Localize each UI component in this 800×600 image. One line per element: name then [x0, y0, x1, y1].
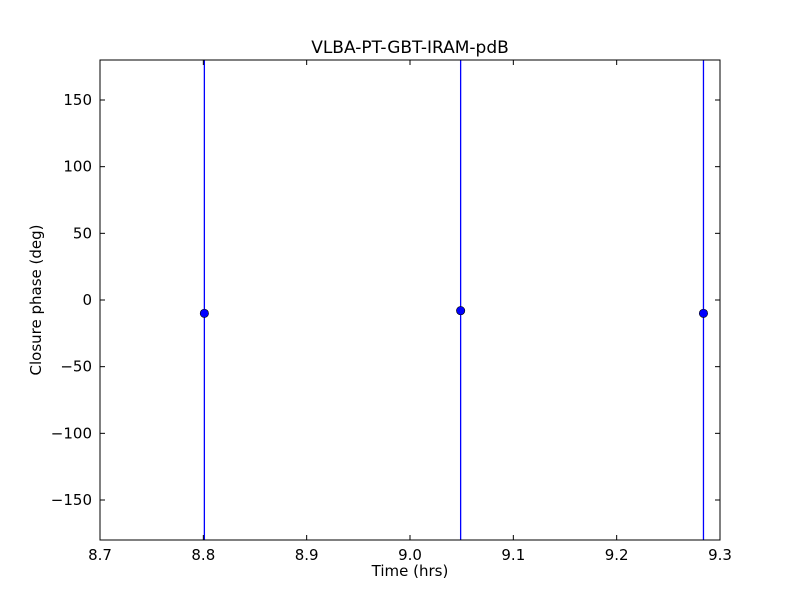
- y-tick-label: −150: [51, 491, 92, 509]
- y-tick-label: 150: [63, 91, 92, 109]
- plot-frame: [99, 59, 721, 541]
- plot-area: [99, 59, 721, 541]
- y-axis-label: Closure phase (deg): [27, 225, 45, 376]
- x-tick-label: 9.0: [398, 546, 422, 564]
- chart-title: VLBA-PT-GBT-IRAM-pdB: [311, 38, 509, 58]
- x-tick-label: 8.7: [88, 546, 112, 564]
- plot-background: [100, 60, 720, 540]
- y-tick-label: 100: [63, 158, 92, 176]
- x-tick-label: 8.8: [191, 546, 215, 564]
- x-tick-label: 9.1: [501, 546, 525, 564]
- x-tick-labels: 8.7 8.8 8.9 9.0 9.1 9.2 9.3: [88, 546, 732, 564]
- data-point: [456, 306, 466, 316]
- x-axis-label: Time (hrs): [371, 562, 449, 580]
- y-tick-label: 50: [73, 224, 92, 242]
- y-tick-label: 0: [82, 291, 92, 309]
- y-tick-label: −50: [60, 358, 92, 376]
- data-point: [199, 308, 209, 318]
- marker-group: [199, 306, 708, 318]
- errorbar-group: [203, 60, 705, 540]
- x-tick-label: 8.9: [295, 546, 319, 564]
- data-point: [698, 308, 708, 318]
- x-tick-label: 9.3: [708, 546, 732, 564]
- y-tick-labels: −150 −100 −50 0 50 100 150: [51, 91, 92, 509]
- x-tick-label: 9.2: [605, 546, 629, 564]
- y-tick-label: −100: [51, 424, 92, 442]
